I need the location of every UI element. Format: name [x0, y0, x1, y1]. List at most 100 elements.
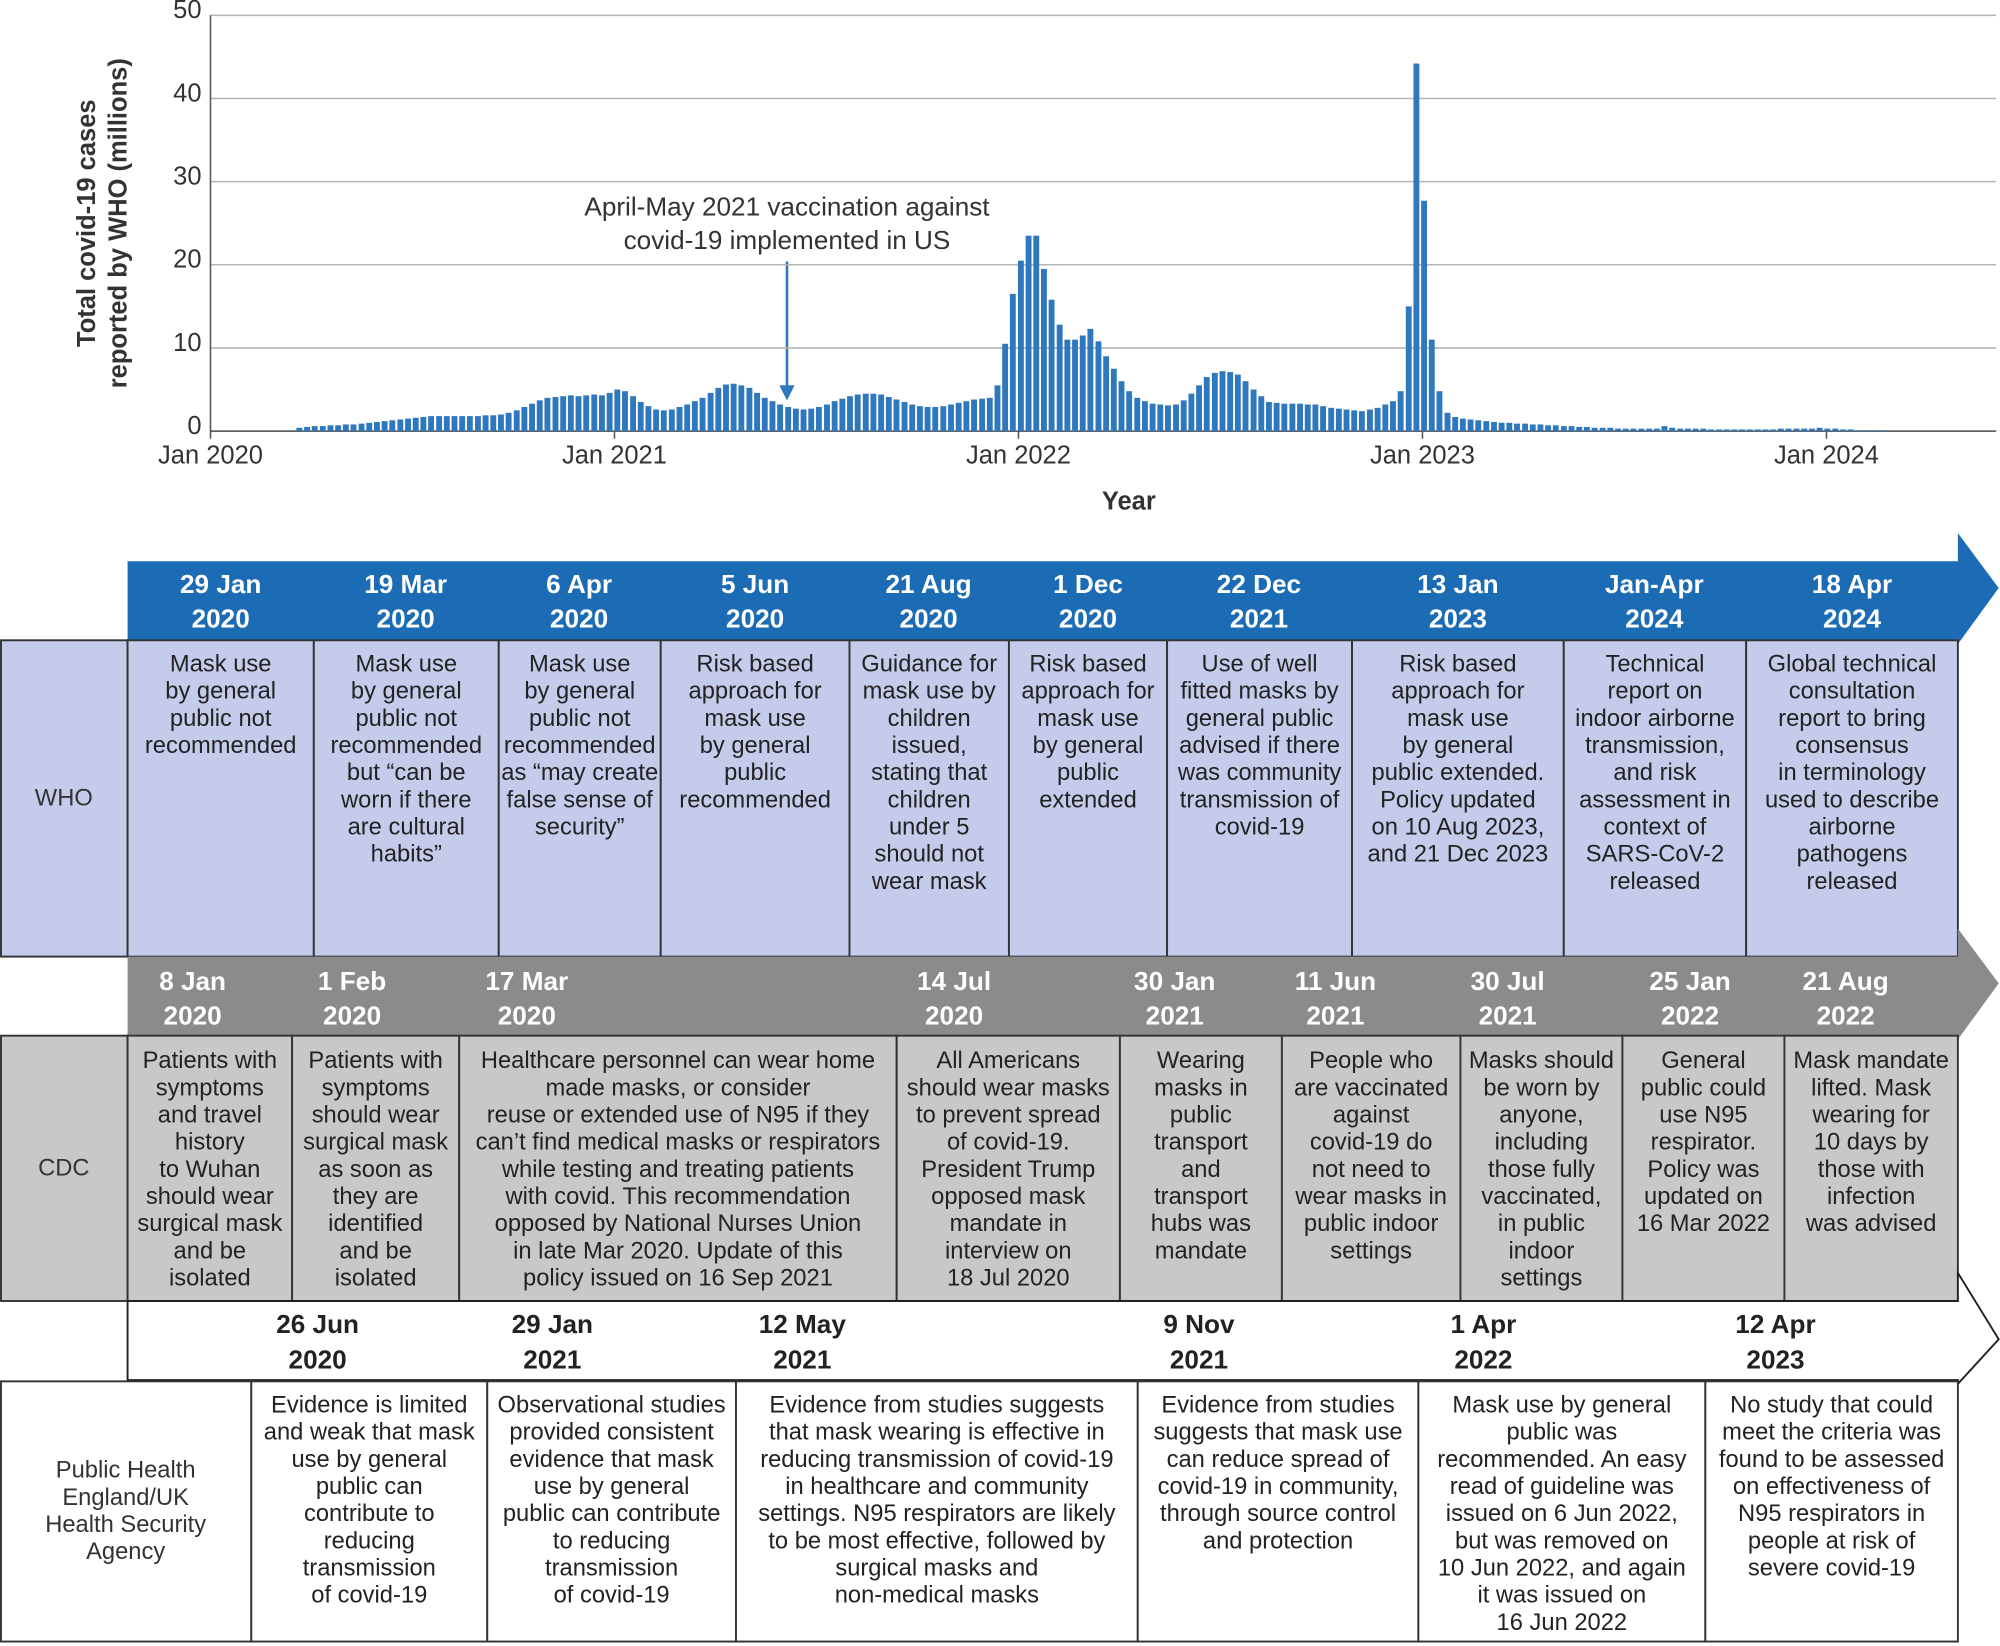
bar: [358, 423, 365, 432]
bar: [1599, 427, 1606, 432]
event-text: mandate in: [950, 1211, 1067, 1237]
bar: [940, 406, 947, 432]
event-cell: [497, 639, 662, 958]
event-text: Evidence from studies: [1161, 1393, 1394, 1419]
event-date: 2022: [1817, 1000, 1875, 1030]
bar: [885, 397, 892, 432]
bar: [691, 401, 698, 432]
event-text: reducing: [324, 1528, 415, 1554]
event-text: stating that: [871, 760, 987, 786]
event-text: Policy was: [1647, 1157, 1759, 1183]
event-text: vaccinated,: [1481, 1184, 1601, 1210]
bar: [839, 398, 846, 432]
row-label: Health Security: [45, 1512, 206, 1538]
event-text: reducing transmission of covid-19: [760, 1447, 1113, 1473]
bar: [785, 406, 792, 432]
event-text: recommended: [145, 733, 297, 759]
y-axis-title: reported by WHO (millions): [105, 58, 133, 388]
event-text: Guidance for: [861, 652, 997, 678]
event-date: 1 Apr: [1450, 1309, 1516, 1339]
bar: [1180, 400, 1187, 432]
bar: [567, 395, 574, 432]
bar: [1746, 429, 1753, 432]
bar: [1141, 401, 1148, 432]
event-cell: [1166, 639, 1353, 958]
bar: [1552, 425, 1559, 432]
bar: [1444, 412, 1451, 432]
bar: [730, 383, 737, 432]
event-text: are cultural: [348, 815, 465, 841]
event-text: Observational studies: [498, 1393, 726, 1419]
event-text: fitted masks by: [1180, 679, 1338, 705]
event-text: evidence that mask: [509, 1447, 713, 1473]
event-text: 18 Jul 2020: [947, 1266, 1070, 1292]
bar: [800, 409, 807, 432]
bar: [544, 397, 551, 432]
event-text: Technical: [1606, 652, 1705, 678]
event-date: 2022: [1661, 1000, 1719, 1030]
event-text: mask use: [704, 706, 806, 732]
x-tick-label: Jan 2022: [966, 441, 1071, 469]
bar: [738, 385, 745, 432]
event-text: consensus: [1795, 733, 1908, 759]
event-cell: [895, 1034, 1121, 1302]
event-date: 2020: [192, 604, 250, 634]
event-date: 2021: [1306, 1000, 1364, 1030]
event-text: 16 Mar 2022: [1637, 1211, 1770, 1237]
event-cell: [1459, 1034, 1624, 1302]
event-text: issued on 6 Jun 2022,: [1446, 1501, 1678, 1527]
bar: [1234, 374, 1241, 432]
event-date: 19 Mar: [364, 569, 447, 599]
event-date: 2021: [523, 1345, 581, 1375]
event-text: through source control: [1160, 1501, 1396, 1527]
bar: [1390, 401, 1396, 432]
bar: [1483, 421, 1490, 432]
bar: [1110, 368, 1117, 432]
event-text: non-medical masks: [835, 1583, 1039, 1609]
x-tick-label: Jan 2024: [1774, 441, 1879, 469]
event-text: public not: [529, 706, 631, 732]
bar: [1840, 429, 1846, 432]
bar: [1452, 416, 1459, 432]
bar: [1397, 391, 1404, 432]
event-text: under 5: [889, 815, 969, 841]
row-label: WHO: [35, 785, 93, 811]
event-text: read of guideline was: [1450, 1474, 1674, 1500]
event-date: 2022: [1454, 1345, 1512, 1375]
event-text: covid-19 in community,: [1158, 1474, 1399, 1500]
bar: [971, 399, 977, 432]
event-text: children: [888, 787, 971, 813]
bar: [1250, 389, 1257, 432]
event-text: by general: [351, 679, 462, 705]
event-date: 5 Jun: [721, 569, 789, 599]
bar: [909, 404, 916, 432]
event-date: 12 May: [759, 1309, 847, 1339]
event-text: to Wuhan: [159, 1157, 260, 1183]
bar: [1630, 428, 1637, 432]
event-text: Risk based: [1029, 652, 1146, 678]
bar: [1320, 406, 1327, 432]
bar: [1622, 428, 1629, 432]
bar: [319, 426, 326, 432]
event-text: N95 respirators in: [1738, 1501, 1925, 1527]
event-text: indoor airborne: [1575, 706, 1735, 732]
event-date: 2023: [1429, 604, 1487, 634]
bar: [1203, 377, 1210, 432]
y-tick-label: 50: [173, 0, 201, 24]
bar: [397, 419, 404, 432]
bar: [405, 418, 411, 432]
bar: [1312, 404, 1319, 432]
bar: [878, 394, 885, 432]
event-text: mask use by: [863, 679, 996, 705]
bar: [1157, 404, 1164, 432]
bar: [451, 416, 458, 432]
event-text: as soon as: [318, 1157, 433, 1183]
event-text: with covid. This recommendation: [504, 1184, 850, 1210]
bar: [482, 415, 489, 432]
event-text: but “can be: [347, 760, 466, 786]
bar: [428, 416, 434, 432]
event-date: 2024: [1823, 604, 1882, 634]
bar: [1816, 427, 1823, 432]
event-text: are vaccinated: [1294, 1075, 1448, 1101]
